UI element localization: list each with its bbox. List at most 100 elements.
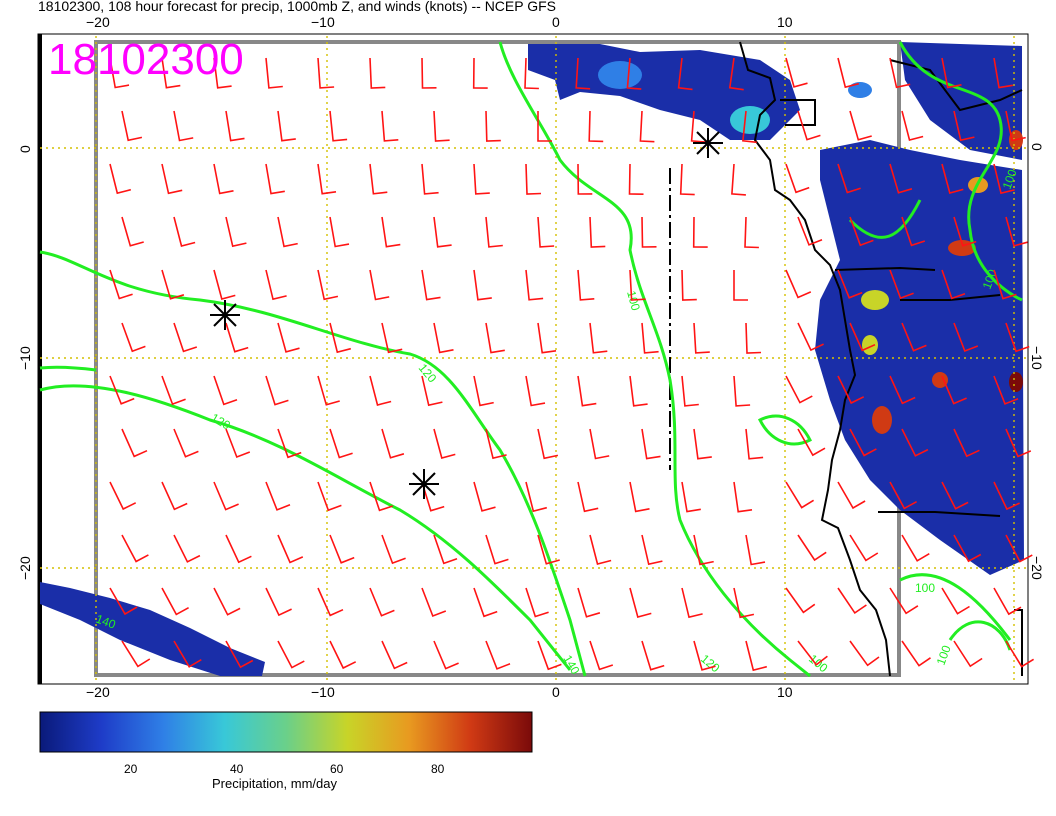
precip-cell-1: [598, 61, 642, 89]
wind-barb: [173, 322, 198, 353]
wind-barb: [837, 481, 866, 510]
wind-barb: [265, 481, 291, 511]
wind-barb: [109, 163, 131, 195]
wind-barb: [941, 269, 966, 300]
wind-barb: [785, 163, 810, 194]
wind-barb: [161, 163, 183, 195]
wind-barb: [589, 322, 608, 354]
wind-barb: [745, 534, 766, 566]
wind-barb: [693, 322, 710, 354]
wind-barb: [525, 481, 547, 513]
wind-barb: [641, 428, 661, 460]
wind-barb: [537, 111, 552, 142]
wind-barb: [485, 110, 501, 142]
lat-label: 0: [17, 145, 33, 153]
colorbar-tick: 80: [431, 762, 445, 776]
wind-barb: [641, 534, 663, 566]
wind-barb: [1005, 640, 1035, 668]
wind-barb: [225, 534, 252, 564]
wind-barb: [369, 375, 392, 406]
wind-barb: [277, 428, 302, 459]
wind-barb: [641, 216, 657, 248]
wind-barb: [837, 269, 863, 299]
wind-barb: [329, 322, 351, 354]
wind-barb: [213, 375, 238, 406]
colorbar-ticks: 20 40 60 80: [124, 762, 445, 776]
wind-barb: [837, 163, 861, 194]
wind-barb: [993, 57, 1013, 89]
lon-label: 0: [552, 684, 560, 700]
wind-barb: [728, 57, 744, 91]
wind-barb: [889, 269, 914, 300]
wind-barb: [693, 428, 712, 460]
wind-barbs: [109, 57, 1035, 672]
wind-barb: [785, 375, 813, 404]
wind-barb: [525, 375, 546, 407]
wind-barb: [733, 587, 755, 619]
wind-barb: [733, 481, 753, 513]
wind-barb: [173, 110, 194, 142]
wind-barb: [277, 534, 304, 564]
wind-barb: [941, 481, 969, 510]
wind-barb: [381, 428, 405, 459]
wind-barb: [485, 428, 507, 460]
wind-barb: [121, 640, 151, 668]
lon-label: 10: [777, 684, 793, 700]
asterisk-marker-3: [693, 128, 723, 158]
wind-barb: [277, 640, 305, 669]
wind-barb: [317, 587, 344, 617]
wind-barb: [901, 110, 924, 141]
wind-barb: [785, 57, 808, 88]
wind-barb: [381, 534, 406, 565]
colorbar-tick: 40: [230, 762, 244, 776]
wind-barb: [785, 587, 816, 614]
wind-barb: [317, 163, 337, 195]
wind-barb: [329, 640, 357, 670]
wind-barb: [485, 534, 509, 565]
wind-barb: [953, 110, 975, 142]
wind-barb: [941, 57, 962, 89]
lat-label: −20: [1029, 556, 1045, 580]
wind-barb: [941, 163, 964, 194]
wind-barb: [953, 216, 977, 247]
precip-cell-9: [932, 372, 948, 388]
wind-barb: [953, 640, 983, 668]
wind-barb: [421, 57, 437, 89]
wind-barb: [525, 269, 544, 301]
wind-barb: [626, 57, 642, 90]
wind-barb: [733, 270, 748, 301]
side-frame-left: [38, 34, 42, 684]
wind-barb: [369, 57, 386, 89]
wind-barb: [693, 640, 716, 671]
wind-barb: [277, 110, 296, 142]
lon-label: 10: [777, 14, 793, 30]
wind-barb: [433, 428, 456, 459]
wind-barb: [785, 269, 812, 299]
wind-barb: [889, 587, 919, 615]
wind-barb: [317, 375, 340, 406]
wind-barb: [381, 322, 403, 354]
wind-barb: [381, 110, 399, 142]
wind-barb: [433, 322, 454, 354]
wind-barb: [277, 216, 298, 248]
wind-barb: [173, 428, 199, 458]
wind-barb: [744, 216, 759, 249]
wind-barb: [421, 163, 439, 195]
wind-barb: [213, 481, 239, 511]
wind-barb: [161, 269, 185, 300]
wind-barb: [277, 322, 300, 353]
wind-barb: [901, 216, 926, 247]
wind-barb: [629, 587, 652, 618]
wind-barb: [577, 269, 595, 301]
wind-barb: [953, 322, 979, 353]
wind-barb: [225, 428, 251, 459]
wind-barb: [993, 481, 1020, 511]
asterisk-marker-2: [409, 469, 439, 499]
wind-barb: [641, 322, 659, 354]
asterisk-marker-1: [210, 300, 240, 330]
wind-barb: [121, 534, 149, 563]
wind-barb: [889, 163, 913, 194]
wind-barb: [901, 534, 930, 562]
wind-barb: [317, 481, 342, 512]
wind-barb: [889, 57, 911, 89]
